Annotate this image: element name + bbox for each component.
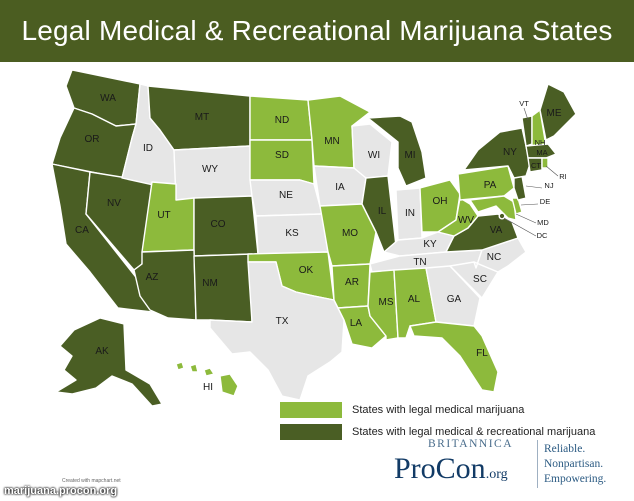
us-map: WA OR CA NV ID MT WY UT AZ CO NM ND SD N… <box>51 69 577 407</box>
label-leader-lines <box>503 107 559 237</box>
label-CO: CO <box>211 219 226 230</box>
label-CT: CT <box>531 161 541 170</box>
label-AK: AK <box>95 346 109 357</box>
label-MS: MS <box>379 297 394 308</box>
state-DC[interactable] <box>498 212 506 220</box>
label-IN: IN <box>405 208 415 219</box>
source-watermark: marijuana.procon.org <box>4 485 118 497</box>
state-AK[interactable] <box>55 317 163 407</box>
label-IL: IL <box>378 206 387 217</box>
label-MO: MO <box>342 228 358 239</box>
state-NJ[interactable] <box>513 175 527 201</box>
label-UT: UT <box>157 210 170 221</box>
state-ME[interactable] <box>539 83 577 141</box>
label-WI: WI <box>368 150 380 161</box>
title-bar: Legal Medical & Recreational Marijuana S… <box>0 0 634 62</box>
label-NM: NM <box>202 278 218 289</box>
label-LA: LA <box>350 318 363 329</box>
label-DE: DE <box>540 197 550 206</box>
label-AR: AR <box>345 277 359 288</box>
label-MN: MN <box>324 136 340 147</box>
page-title: Legal Medical & Recreational Marijuana S… <box>21 15 613 46</box>
legend-swatch-recreational <box>280 424 342 440</box>
label-MT: MT <box>195 112 209 123</box>
label-HI: HI <box>203 382 213 393</box>
label-SD: SD <box>275 150 289 161</box>
label-WA: WA <box>100 93 116 104</box>
state-CT[interactable] <box>527 157 543 173</box>
label-VA: VA <box>490 225 503 236</box>
label-KY: KY <box>423 239 437 250</box>
label-WY: WY <box>202 164 218 175</box>
label-OR: OR <box>85 134 100 145</box>
label-FL: FL <box>476 348 488 359</box>
label-ME: ME <box>547 108 562 119</box>
state-HI[interactable] <box>175 361 239 397</box>
state-SD[interactable] <box>249 139 315 185</box>
label-ND: ND <box>275 115 289 126</box>
label-SC: SC <box>473 274 487 285</box>
label-WV: WV <box>458 215 474 226</box>
state-GA[interactable] <box>425 265 481 327</box>
label-NC: NC <box>487 252 501 263</box>
label-OH: OH <box>433 196 448 207</box>
procon-tagline: Reliable. Nonpartisan. Empowering. <box>544 442 606 487</box>
state-RI[interactable] <box>541 157 549 169</box>
label-NJ: NJ <box>544 181 553 190</box>
procon-suffix: .org <box>485 467 508 482</box>
label-AL: AL <box>408 294 421 305</box>
state-WV[interactable] <box>437 197 479 237</box>
label-GA: GA <box>447 294 462 305</box>
state-MA[interactable] <box>525 143 557 159</box>
legend-recreational: States with legal medical & recreational… <box>280 424 595 440</box>
mapchart-credit: Created with mapchart.net <box>62 478 121 484</box>
label-KS: KS <box>285 228 299 239</box>
procon-logo[interactable]: BRITANNICA ProCon.org Reliable. Nonparti… <box>388 438 628 492</box>
label-TN: TN <box>413 257 426 268</box>
tagline-line-1: Reliable. <box>544 443 586 455</box>
label-NE: NE <box>279 190 293 201</box>
state-TX[interactable] <box>209 261 345 401</box>
legend-label-recreational: States with legal medical & recreational… <box>352 426 596 438</box>
tagline-line-3: Empowering. <box>544 473 607 485</box>
label-MI: MI <box>404 150 415 161</box>
label-OK: OK <box>299 265 314 276</box>
label-TX: TX <box>276 316 289 327</box>
state-FL[interactable] <box>409 321 499 393</box>
legend-swatch-medical <box>280 402 342 418</box>
label-MD: MD <box>537 218 549 227</box>
label-NY: NY <box>503 147 517 158</box>
label-PA: PA <box>484 180 497 191</box>
label-VT: VT <box>519 99 529 108</box>
tagline-line-2: Nonpartisan. <box>544 458 604 470</box>
label-ID: ID <box>143 143 153 154</box>
logo-divider <box>537 440 538 488</box>
legend-label-medical: States with legal medical marijuana <box>352 404 525 416</box>
state-MI[interactable] <box>367 115 427 187</box>
label-DC: DC <box>537 231 548 240</box>
label-IA: IA <box>335 182 345 193</box>
state-CO[interactable] <box>193 195 259 257</box>
state-DE[interactable] <box>511 197 523 215</box>
procon-name: ProCon.org <box>394 452 508 485</box>
britannica-label: BRITANNICA <box>428 438 513 450</box>
label-AZ: AZ <box>146 272 159 283</box>
label-NV: NV <box>107 198 121 209</box>
label-RI: RI <box>559 172 567 181</box>
label-CA: CA <box>75 225 89 236</box>
label-MA: MA <box>536 148 547 157</box>
legend-medical: States with legal medical marijuana <box>280 402 524 418</box>
label-NH: NH <box>535 138 546 147</box>
